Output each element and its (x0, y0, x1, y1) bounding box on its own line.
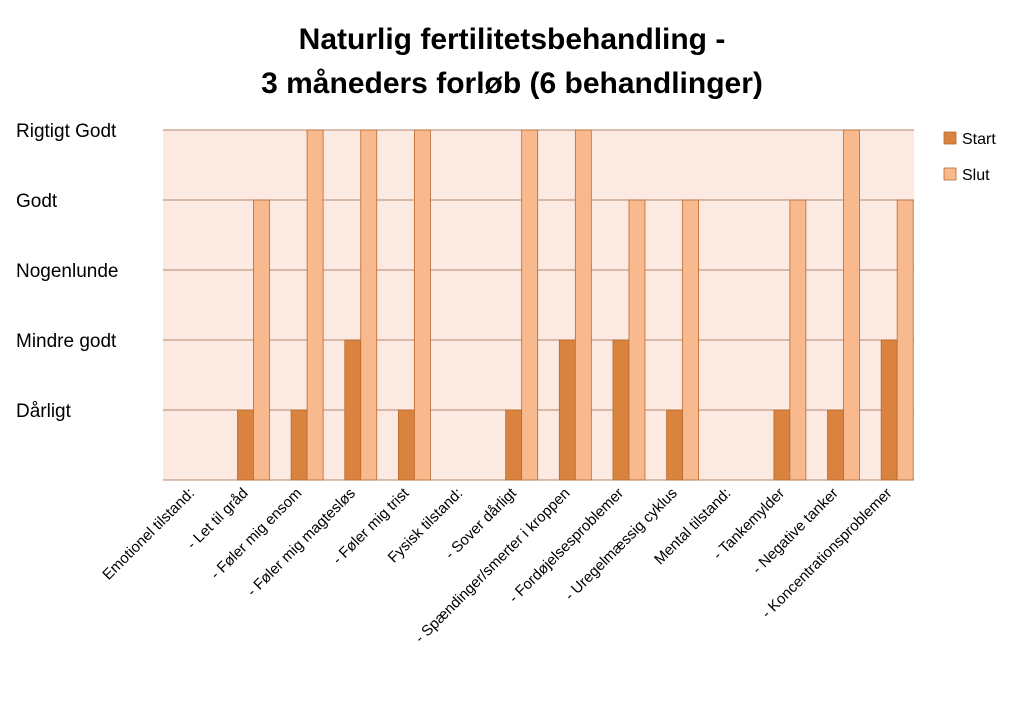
chart-title-line-1: Naturlig fertilitetsbehandling - (298, 23, 726, 56)
bar-slut (306, 129, 324, 481)
legend-swatch-start (943, 131, 957, 145)
bar-start (558, 339, 576, 481)
x-tick-label: - Føler mig ensom (207, 485, 305, 583)
x-tick-label: Emotionel tilstand: (99, 485, 198, 584)
bar-start (612, 339, 630, 481)
bar-slut (896, 199, 914, 481)
y-tick-label: Rigtigt Godt (16, 121, 117, 142)
chart-title: Naturlig fertilitetsbehandling - 3 måned… (0, 18, 1024, 106)
bar-slut (628, 199, 646, 481)
bar-slut (789, 199, 807, 481)
bar-slut (682, 199, 700, 481)
legend-label-slut: Slut (962, 167, 990, 184)
legend-swatch-slut (943, 167, 957, 181)
bar-start (397, 409, 415, 481)
y-tick-label: Nogenlunde (16, 261, 118, 282)
bar-start (880, 339, 898, 481)
bar-start (344, 339, 362, 481)
bar-start (290, 409, 308, 481)
bar-slut (413, 129, 431, 481)
bar-slut (574, 129, 592, 481)
y-tick-label: Dårligt (16, 401, 72, 422)
bar-slut (521, 129, 539, 481)
bar-start (773, 409, 791, 481)
chart-title-line-2: 3 måneders forløb (6 behandlinger) (261, 67, 763, 100)
bar-start (827, 409, 844, 481)
bar-slut (843, 129, 860, 481)
bar-start (666, 409, 684, 481)
y-tick-label: Godt (16, 191, 58, 212)
bar-start (237, 409, 254, 481)
bar-slut (360, 129, 378, 481)
bar-start (505, 409, 523, 481)
bar-slut (253, 199, 270, 481)
y-tick-label: Mindre godt (16, 331, 117, 352)
legend-label-start: Start (962, 131, 996, 148)
